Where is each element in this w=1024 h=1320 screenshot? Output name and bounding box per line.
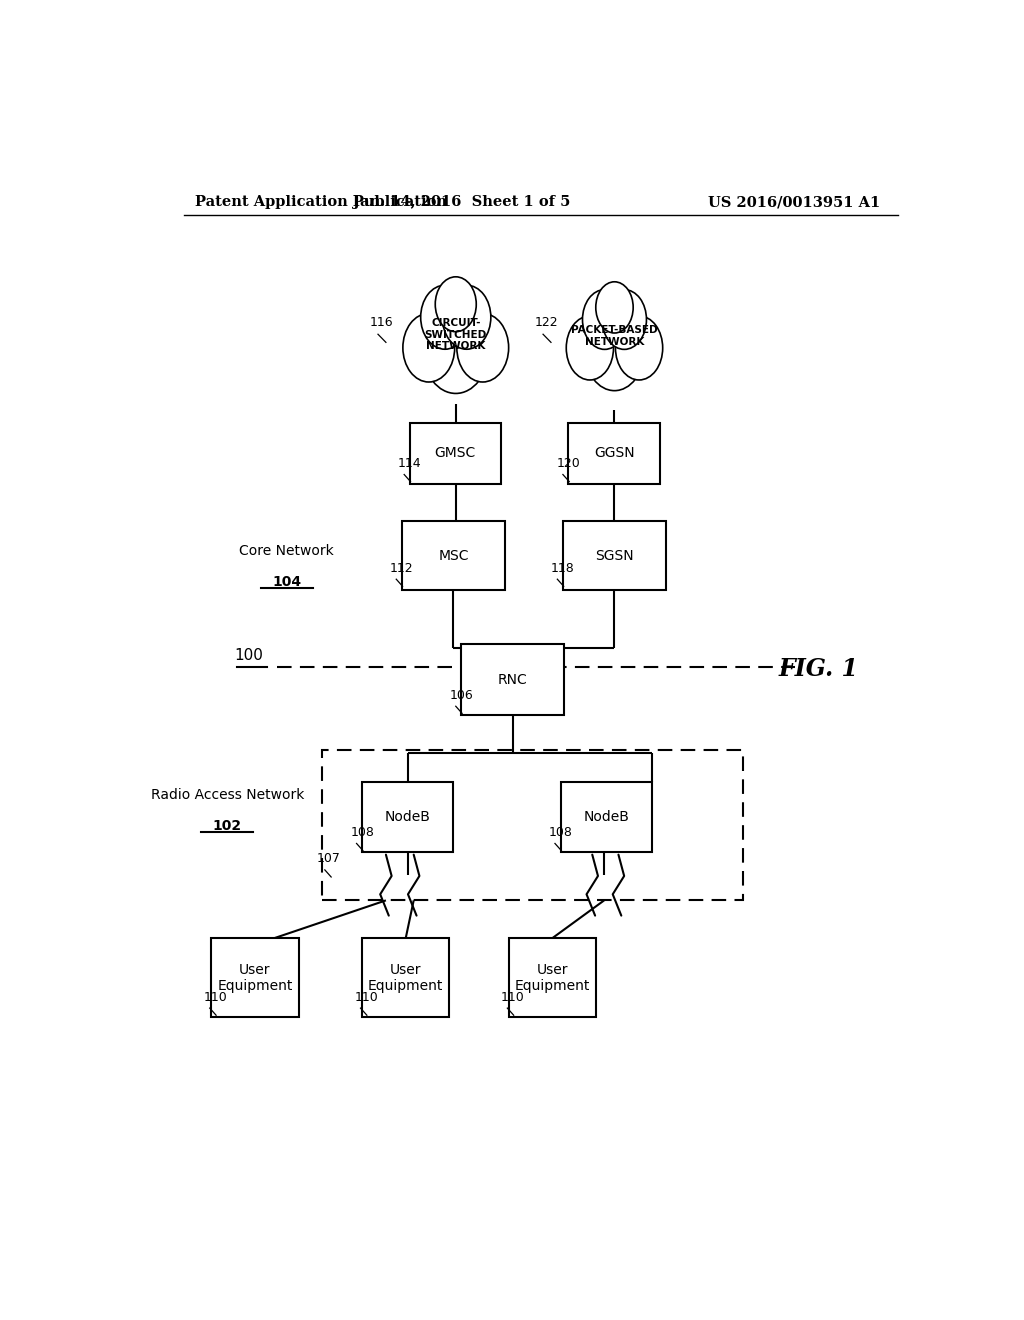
Text: 110: 110 [501, 991, 524, 1005]
Ellipse shape [435, 277, 476, 331]
Text: RNC: RNC [498, 673, 527, 686]
Text: NodeB: NodeB [584, 810, 629, 824]
Bar [410, 422, 501, 483]
Text: GGSN: GGSN [594, 446, 635, 461]
Ellipse shape [615, 315, 663, 380]
Bar [461, 644, 564, 715]
Ellipse shape [583, 289, 627, 350]
Bar [560, 783, 652, 851]
Ellipse shape [602, 289, 646, 350]
Text: User
Equipment: User Equipment [217, 962, 293, 993]
Text: 102: 102 [213, 818, 242, 833]
Text: SGSN: SGSN [595, 549, 634, 562]
Bar [568, 422, 659, 483]
Text: 116: 116 [370, 317, 393, 329]
Bar [362, 783, 454, 851]
Text: 110: 110 [354, 991, 378, 1005]
Text: GMSC: GMSC [435, 446, 476, 461]
Text: 114: 114 [397, 458, 422, 470]
Text: 108: 108 [549, 826, 572, 840]
Bar [401, 521, 505, 590]
Ellipse shape [423, 310, 488, 393]
Ellipse shape [421, 285, 469, 350]
Text: 120: 120 [557, 458, 581, 470]
Text: MSC: MSC [438, 549, 469, 562]
Text: CIRCUIT-
SWITCHED
NETWORK: CIRCUIT- SWITCHED NETWORK [425, 318, 486, 351]
Ellipse shape [566, 315, 613, 380]
Text: 110: 110 [204, 991, 227, 1005]
Ellipse shape [585, 313, 644, 391]
Text: Radio Access Network: Radio Access Network [151, 788, 304, 801]
Text: 112: 112 [390, 562, 414, 576]
Ellipse shape [402, 313, 455, 381]
Text: NodeB: NodeB [385, 810, 431, 824]
Text: 100: 100 [234, 648, 263, 663]
Text: User
Equipment: User Equipment [368, 962, 443, 993]
Bar [563, 521, 666, 590]
Text: Patent Application Publication: Patent Application Publication [196, 195, 447, 209]
Text: 106: 106 [450, 689, 473, 702]
Bar [509, 939, 596, 1018]
Text: Jan. 14, 2016  Sheet 1 of 5: Jan. 14, 2016 Sheet 1 of 5 [352, 195, 570, 209]
Text: 104: 104 [272, 576, 301, 589]
Text: 107: 107 [316, 851, 341, 865]
Bar [323, 750, 743, 900]
Text: Core Network: Core Network [240, 544, 334, 558]
Ellipse shape [442, 285, 490, 350]
Bar [211, 939, 299, 1018]
Text: US 2016/0013951 A1: US 2016/0013951 A1 [709, 195, 881, 209]
Text: FIG. 1: FIG. 1 [778, 656, 858, 681]
Text: 108: 108 [350, 826, 374, 840]
Text: User
Equipment: User Equipment [515, 962, 590, 993]
Ellipse shape [457, 313, 509, 381]
Bar [362, 939, 450, 1018]
Text: PACKET-BASED
NETWORK: PACKET-BASED NETWORK [571, 325, 657, 347]
Text: 118: 118 [551, 562, 574, 576]
Text: 122: 122 [536, 317, 559, 329]
Ellipse shape [596, 281, 633, 333]
